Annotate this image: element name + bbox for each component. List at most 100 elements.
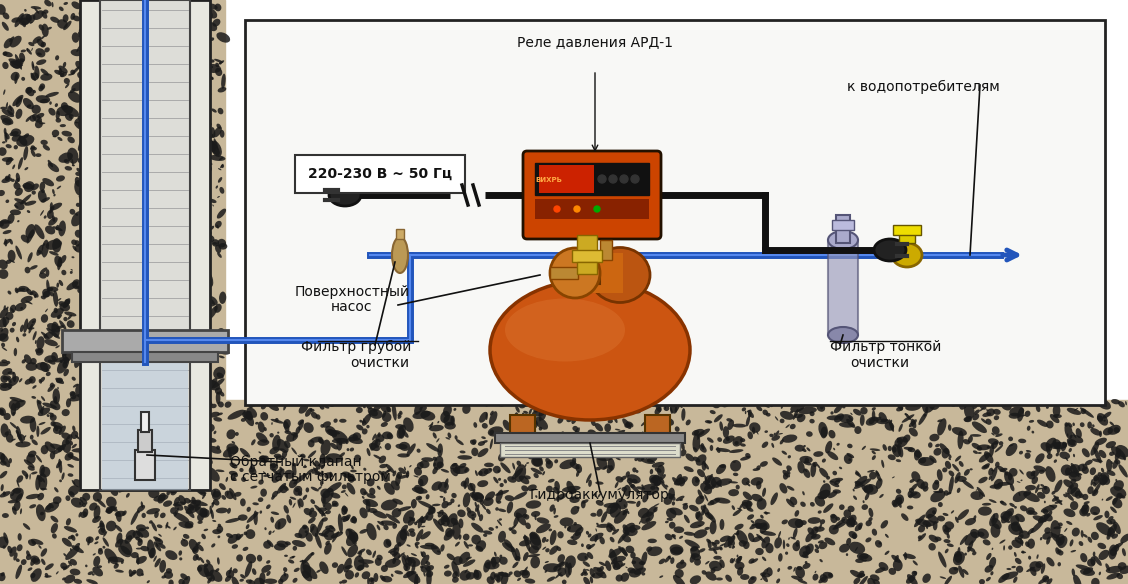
- Ellipse shape: [1037, 419, 1048, 427]
- Ellipse shape: [29, 434, 34, 440]
- Ellipse shape: [710, 520, 716, 534]
- Ellipse shape: [168, 103, 176, 110]
- Ellipse shape: [191, 290, 203, 302]
- Ellipse shape: [167, 268, 171, 272]
- Ellipse shape: [130, 382, 136, 388]
- Ellipse shape: [210, 37, 214, 41]
- Ellipse shape: [938, 502, 943, 507]
- Ellipse shape: [633, 467, 636, 472]
- Ellipse shape: [684, 531, 695, 536]
- Ellipse shape: [210, 412, 220, 418]
- Ellipse shape: [99, 244, 103, 250]
- Ellipse shape: [41, 488, 47, 490]
- Ellipse shape: [403, 510, 414, 524]
- Ellipse shape: [715, 481, 722, 487]
- Ellipse shape: [310, 436, 323, 443]
- Ellipse shape: [872, 529, 878, 536]
- Ellipse shape: [459, 570, 470, 580]
- Ellipse shape: [529, 533, 538, 539]
- Ellipse shape: [104, 384, 115, 395]
- Ellipse shape: [712, 542, 717, 547]
- Ellipse shape: [33, 331, 37, 340]
- Ellipse shape: [106, 496, 116, 507]
- Ellipse shape: [122, 416, 134, 429]
- Ellipse shape: [37, 400, 42, 404]
- Ellipse shape: [44, 339, 58, 346]
- Ellipse shape: [173, 432, 183, 450]
- Ellipse shape: [195, 555, 201, 561]
- Ellipse shape: [169, 157, 184, 166]
- Ellipse shape: [505, 298, 625, 361]
- Ellipse shape: [317, 519, 324, 534]
- Ellipse shape: [409, 465, 412, 467]
- Ellipse shape: [19, 378, 23, 383]
- Ellipse shape: [680, 442, 685, 450]
- Ellipse shape: [37, 53, 42, 55]
- Ellipse shape: [290, 399, 294, 404]
- Ellipse shape: [208, 398, 213, 405]
- Ellipse shape: [598, 493, 601, 498]
- Ellipse shape: [395, 424, 404, 429]
- Ellipse shape: [87, 537, 90, 545]
- Ellipse shape: [108, 23, 112, 28]
- Ellipse shape: [267, 403, 279, 411]
- Ellipse shape: [682, 503, 688, 506]
- Ellipse shape: [1038, 576, 1049, 584]
- Ellipse shape: [58, 316, 61, 319]
- Ellipse shape: [293, 568, 300, 572]
- Ellipse shape: [989, 443, 994, 457]
- Ellipse shape: [1070, 487, 1081, 497]
- Ellipse shape: [0, 408, 5, 416]
- Ellipse shape: [324, 472, 333, 479]
- Ellipse shape: [940, 576, 946, 579]
- Ellipse shape: [203, 168, 211, 175]
- Ellipse shape: [342, 516, 347, 521]
- Ellipse shape: [85, 13, 88, 23]
- Ellipse shape: [9, 36, 15, 42]
- Ellipse shape: [958, 509, 969, 520]
- Ellipse shape: [475, 502, 477, 507]
- Ellipse shape: [120, 456, 127, 469]
- Ellipse shape: [169, 30, 175, 36]
- Ellipse shape: [927, 514, 938, 524]
- Ellipse shape: [60, 255, 67, 263]
- Ellipse shape: [55, 55, 59, 60]
- Ellipse shape: [706, 538, 711, 544]
- Ellipse shape: [218, 536, 220, 538]
- Ellipse shape: [369, 409, 382, 419]
- Ellipse shape: [98, 138, 104, 145]
- Ellipse shape: [147, 109, 155, 119]
- Ellipse shape: [954, 551, 962, 563]
- Ellipse shape: [190, 291, 202, 303]
- Ellipse shape: [184, 227, 187, 231]
- Ellipse shape: [751, 558, 758, 564]
- Ellipse shape: [64, 299, 70, 305]
- Ellipse shape: [99, 259, 103, 264]
- Ellipse shape: [624, 504, 626, 507]
- Ellipse shape: [428, 507, 435, 515]
- Ellipse shape: [1040, 537, 1042, 540]
- Ellipse shape: [30, 6, 42, 9]
- Ellipse shape: [848, 531, 857, 538]
- Ellipse shape: [1031, 476, 1038, 484]
- Ellipse shape: [41, 68, 49, 76]
- Ellipse shape: [26, 230, 34, 244]
- Ellipse shape: [403, 418, 414, 432]
- Ellipse shape: [166, 98, 170, 105]
- Ellipse shape: [136, 102, 148, 114]
- Ellipse shape: [118, 407, 125, 412]
- Ellipse shape: [258, 422, 265, 433]
- Ellipse shape: [32, 439, 38, 445]
- Ellipse shape: [14, 501, 20, 511]
- Ellipse shape: [684, 466, 694, 472]
- Ellipse shape: [300, 454, 306, 458]
- Ellipse shape: [41, 406, 44, 413]
- Ellipse shape: [5, 133, 10, 140]
- Ellipse shape: [91, 342, 98, 351]
- Ellipse shape: [212, 529, 221, 534]
- Ellipse shape: [118, 256, 122, 258]
- Ellipse shape: [737, 530, 739, 536]
- Ellipse shape: [130, 172, 135, 179]
- Ellipse shape: [133, 284, 142, 288]
- Ellipse shape: [513, 422, 521, 433]
